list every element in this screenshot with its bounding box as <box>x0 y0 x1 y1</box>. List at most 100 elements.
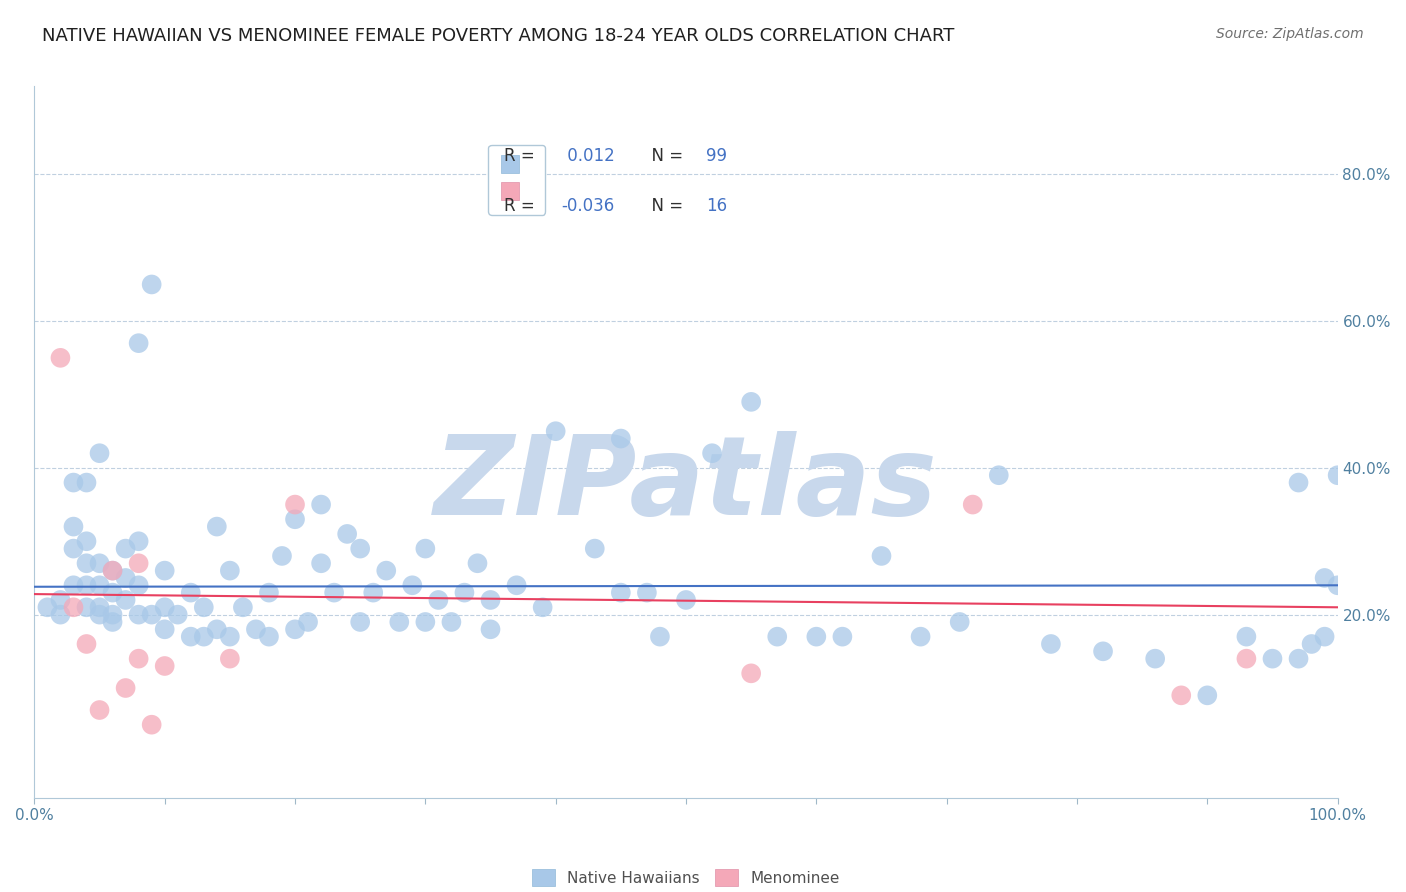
Text: -0.036: -0.036 <box>562 197 614 215</box>
Point <box>1288 651 1310 665</box>
Legend: Native Hawaiians, Menominee: Native Hawaiians, Menominee <box>526 863 846 892</box>
Point <box>89 607 111 622</box>
Point <box>806 630 828 644</box>
Point <box>636 585 658 599</box>
Point <box>128 336 150 351</box>
Point <box>1326 578 1348 592</box>
Point <box>962 498 984 512</box>
Point <box>193 630 215 644</box>
Point <box>1170 689 1192 703</box>
Point <box>89 703 111 717</box>
Point <box>128 578 150 592</box>
Point <box>910 630 932 644</box>
Point <box>388 615 411 629</box>
Point <box>700 446 723 460</box>
Point <box>544 424 567 438</box>
Point <box>427 593 450 607</box>
Point <box>128 651 150 665</box>
Point <box>766 630 789 644</box>
Point <box>1301 637 1323 651</box>
Point <box>114 541 136 556</box>
Point <box>76 637 98 651</box>
Point <box>479 593 502 607</box>
Point <box>101 564 124 578</box>
Point <box>193 600 215 615</box>
Point <box>1313 571 1336 585</box>
Point <box>479 623 502 637</box>
Text: 0.012: 0.012 <box>562 147 614 165</box>
Point <box>141 277 163 292</box>
Point <box>740 666 762 681</box>
Point <box>62 519 84 533</box>
Point <box>180 630 202 644</box>
Text: Source: ZipAtlas.com: Source: ZipAtlas.com <box>1216 27 1364 41</box>
Point <box>309 556 332 570</box>
Point <box>76 578 98 592</box>
Point <box>153 600 176 615</box>
Point <box>284 498 307 512</box>
Point <box>62 541 84 556</box>
Point <box>1313 630 1336 644</box>
Point <box>740 395 762 409</box>
Point <box>583 541 606 556</box>
Point <box>101 607 124 622</box>
Point <box>128 607 150 622</box>
Point <box>415 615 437 629</box>
Point <box>831 630 853 644</box>
Point <box>440 615 463 629</box>
Point <box>76 556 98 570</box>
Point <box>76 475 98 490</box>
Point <box>101 585 124 599</box>
Point <box>153 659 176 673</box>
Point <box>166 607 188 622</box>
Point <box>205 519 228 533</box>
Point <box>361 585 384 599</box>
Point <box>271 549 294 563</box>
Point <box>89 556 111 570</box>
Point <box>37 600 59 615</box>
Point <box>218 564 240 578</box>
Text: N =: N = <box>641 197 689 215</box>
Point <box>232 600 254 615</box>
Point <box>675 593 697 607</box>
Point <box>987 468 1010 483</box>
Point <box>1261 651 1284 665</box>
Point <box>62 578 84 592</box>
Point <box>205 623 228 637</box>
Point <box>114 681 136 695</box>
Point <box>284 512 307 526</box>
Point <box>141 717 163 731</box>
Point <box>49 593 72 607</box>
Point <box>257 630 280 644</box>
Text: R =: R = <box>505 147 540 165</box>
Point <box>1234 651 1257 665</box>
Point <box>180 585 202 599</box>
Point <box>375 564 398 578</box>
Point <box>1144 651 1167 665</box>
Text: NATIVE HAWAIIAN VS MENOMINEE FEMALE POVERTY AMONG 18-24 YEAR OLDS CORRELATION CH: NATIVE HAWAIIAN VS MENOMINEE FEMALE POVE… <box>42 27 955 45</box>
Point <box>245 623 267 637</box>
Text: R =: R = <box>505 197 540 215</box>
Point <box>1092 644 1115 658</box>
Text: N =: N = <box>641 147 689 165</box>
Point <box>89 600 111 615</box>
Point <box>101 564 124 578</box>
Point <box>218 630 240 644</box>
Point <box>1197 689 1219 703</box>
Point <box>453 585 475 599</box>
Point <box>49 351 72 365</box>
Point <box>309 498 332 512</box>
Point <box>101 615 124 629</box>
Point <box>610 585 633 599</box>
Point <box>128 556 150 570</box>
Point <box>349 541 371 556</box>
Text: 99: 99 <box>706 147 727 165</box>
Point <box>62 475 84 490</box>
Point <box>467 556 489 570</box>
Point <box>297 615 319 629</box>
Point <box>153 623 176 637</box>
Text: ZIPatlas: ZIPatlas <box>434 432 938 539</box>
Point <box>49 607 72 622</box>
Point <box>610 432 633 446</box>
Point <box>128 534 150 549</box>
